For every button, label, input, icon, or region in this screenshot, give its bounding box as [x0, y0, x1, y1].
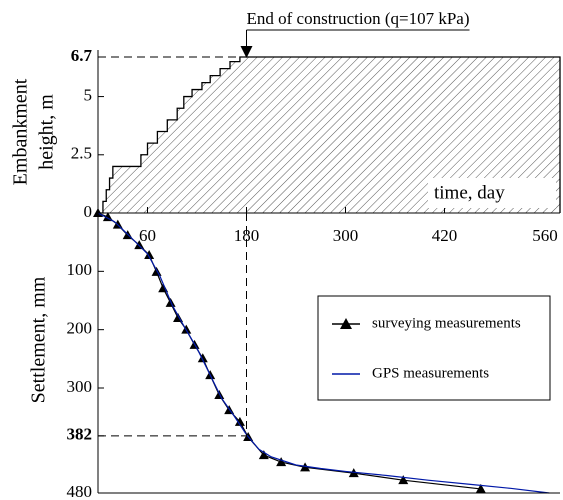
y-tick-label: 0	[84, 202, 93, 221]
y-axis-label: Settlement, mm	[28, 276, 50, 403]
triangle-marker	[151, 266, 162, 276]
height-line	[98, 56, 561, 214]
y-tick-label: 6.7	[71, 46, 93, 65]
y-tick-label: 480	[67, 482, 93, 500]
y-axis-label: height, m	[36, 94, 58, 170]
legend-label: GPS measurements	[372, 365, 489, 381]
legend-marker	[340, 318, 352, 329]
triangle-marker	[276, 457, 287, 467]
hatched-area	[98, 56, 560, 213]
triangle-marker	[197, 353, 208, 363]
x-axis-label: time, day	[434, 182, 505, 203]
y-tick-label: 382	[67, 425, 93, 444]
annotation: End of construction (q=107 kPa)	[247, 9, 470, 28]
triangle-marker	[234, 416, 245, 426]
x-tick-label: 560	[532, 226, 558, 245]
x-tick-label: 60	[139, 226, 156, 245]
y-tick-label: 100	[67, 260, 93, 279]
legend-box	[317, 295, 551, 401]
triangle-marker	[475, 483, 486, 493]
triangle-marker	[398, 475, 409, 485]
y-tick-label: 5	[84, 85, 93, 104]
y-tick-label: 2.5	[71, 144, 92, 163]
y-tick-label: 300	[67, 377, 93, 396]
series-line	[97, 212, 550, 494]
y-axis-label: Embankment	[10, 78, 32, 185]
triangle-marker	[134, 240, 145, 250]
x-tick-label: 300	[333, 226, 359, 245]
x-tick-label: 420	[432, 226, 458, 245]
triangle-marker	[144, 250, 155, 259]
legend-label: surveying measurements	[372, 315, 521, 331]
triangle-marker	[102, 212, 113, 222]
arrow	[240, 46, 253, 58]
x-tick-label: 180	[234, 226, 260, 245]
xlabel-bg	[428, 178, 556, 208]
y-tick-label: 200	[67, 319, 93, 338]
triangle-marker	[258, 450, 269, 460]
